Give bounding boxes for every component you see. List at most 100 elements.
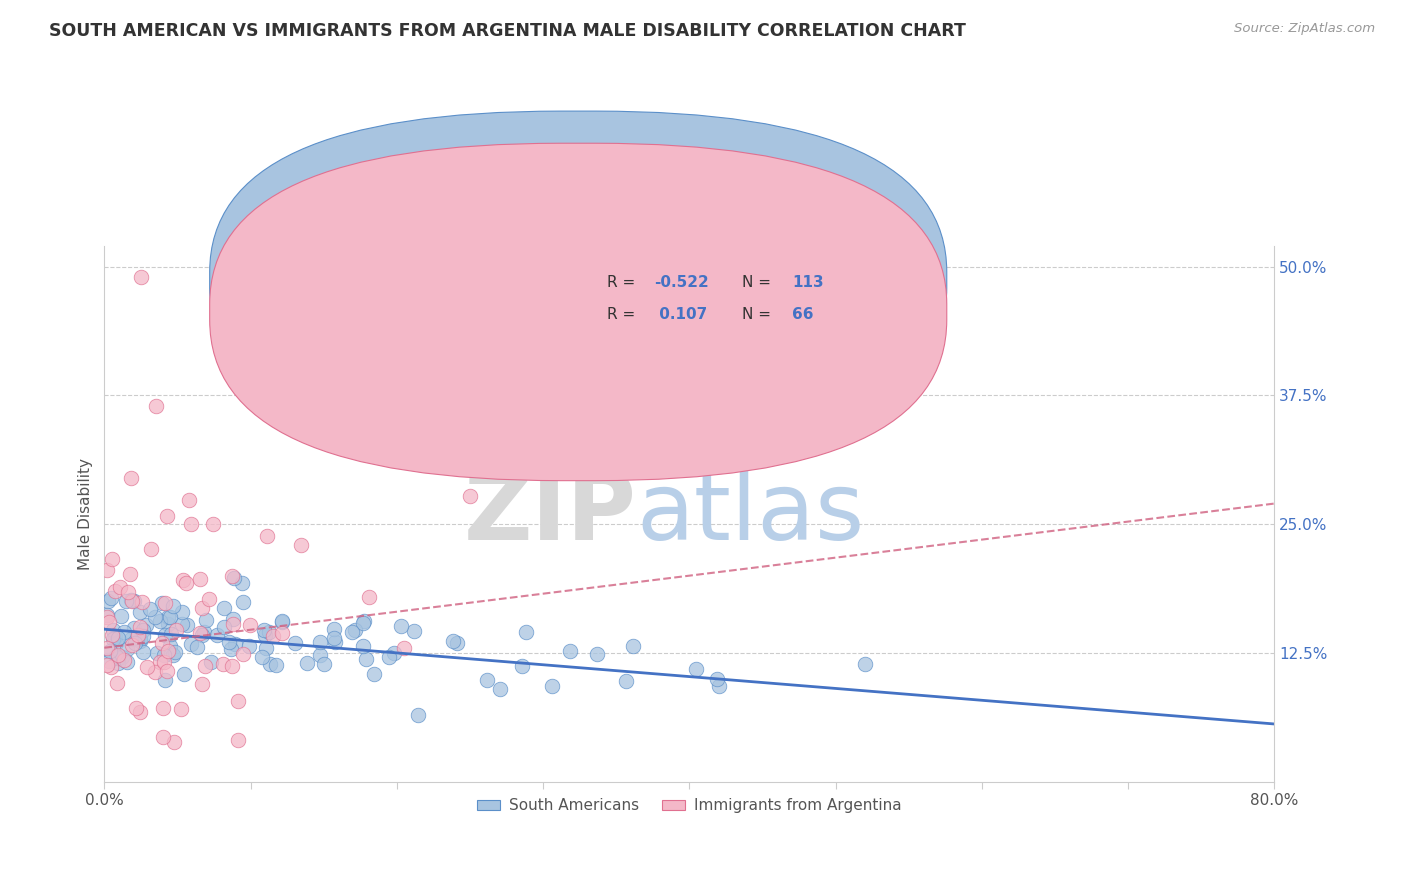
Point — [96, 608, 118, 623]
Point — [152, 655, 174, 669]
Point — [98, 644, 121, 658]
Point — [172, 573, 194, 587]
Point — [357, 590, 380, 604]
Point — [441, 633, 464, 648]
Point — [218, 635, 240, 649]
Point — [201, 516, 224, 531]
Point — [256, 529, 278, 543]
Point — [392, 640, 415, 655]
Point — [156, 508, 179, 523]
Point — [122, 621, 145, 635]
Point — [115, 655, 138, 669]
Point — [159, 626, 181, 640]
Point — [205, 628, 228, 642]
Text: 0.107: 0.107 — [654, 307, 707, 322]
Point — [146, 647, 169, 661]
Point — [157, 617, 180, 632]
Point — [614, 673, 637, 688]
Point — [132, 623, 155, 637]
Point — [510, 659, 533, 673]
Point — [446, 635, 468, 649]
Point — [180, 637, 202, 651]
FancyBboxPatch shape — [209, 112, 946, 449]
Point — [221, 658, 243, 673]
Point — [165, 624, 187, 638]
Point — [212, 620, 235, 634]
Point — [477, 673, 499, 687]
Point — [107, 651, 129, 665]
Point — [344, 623, 367, 637]
Point — [120, 471, 142, 485]
Point — [121, 638, 143, 652]
Point — [132, 645, 155, 659]
Point — [157, 643, 180, 657]
Text: N =: N = — [742, 275, 776, 290]
Point — [250, 649, 273, 664]
Point — [159, 610, 181, 624]
Point — [150, 636, 173, 650]
Point — [162, 648, 184, 662]
Point — [107, 648, 129, 662]
Point — [96, 658, 118, 673]
Point — [488, 681, 510, 696]
Point — [155, 596, 177, 610]
Point — [101, 623, 124, 637]
Point — [195, 613, 218, 627]
Point — [352, 615, 374, 630]
Point — [96, 563, 118, 577]
Point — [254, 641, 277, 656]
Point — [197, 592, 219, 607]
Point — [585, 648, 607, 662]
Point — [100, 591, 122, 605]
Point — [356, 651, 378, 665]
Point — [322, 631, 344, 645]
Point — [191, 628, 214, 642]
Point — [131, 629, 153, 643]
Text: -0.522: -0.522 — [654, 275, 709, 290]
Point — [107, 631, 129, 645]
Point — [214, 600, 236, 615]
Point — [112, 624, 135, 639]
Point — [145, 399, 167, 413]
Legend: South Americans, Immigrants from Argentina: South Americans, Immigrants from Argenti… — [471, 792, 908, 820]
Point — [115, 594, 138, 608]
Point — [111, 649, 134, 664]
Point — [180, 517, 202, 532]
Point — [163, 645, 186, 659]
Point — [193, 625, 215, 640]
Point — [325, 635, 347, 649]
Point — [621, 639, 644, 653]
Point — [231, 575, 253, 590]
Point — [186, 640, 208, 654]
Point — [174, 576, 197, 591]
Point — [221, 569, 243, 583]
Point — [271, 615, 294, 630]
Point — [295, 656, 318, 670]
Point — [271, 615, 294, 629]
Point — [149, 656, 172, 670]
Point — [238, 640, 260, 654]
Point — [120, 592, 142, 607]
Text: 66: 66 — [793, 307, 814, 322]
Point — [224, 571, 246, 585]
Point — [200, 655, 222, 669]
Point — [232, 647, 254, 661]
Point — [104, 584, 127, 599]
Point — [190, 625, 212, 640]
Point — [104, 630, 127, 644]
Point — [239, 618, 262, 632]
Point — [135, 617, 157, 632]
Point — [128, 634, 150, 648]
Point — [107, 656, 129, 670]
Point — [284, 636, 307, 650]
Point — [105, 636, 128, 650]
Point — [139, 542, 162, 557]
Point — [117, 584, 139, 599]
Text: 113: 113 — [793, 275, 824, 290]
Point — [177, 492, 200, 507]
Point — [264, 657, 287, 672]
Point — [153, 673, 176, 687]
Point — [108, 580, 131, 594]
Point — [120, 632, 142, 646]
Point — [129, 632, 152, 646]
